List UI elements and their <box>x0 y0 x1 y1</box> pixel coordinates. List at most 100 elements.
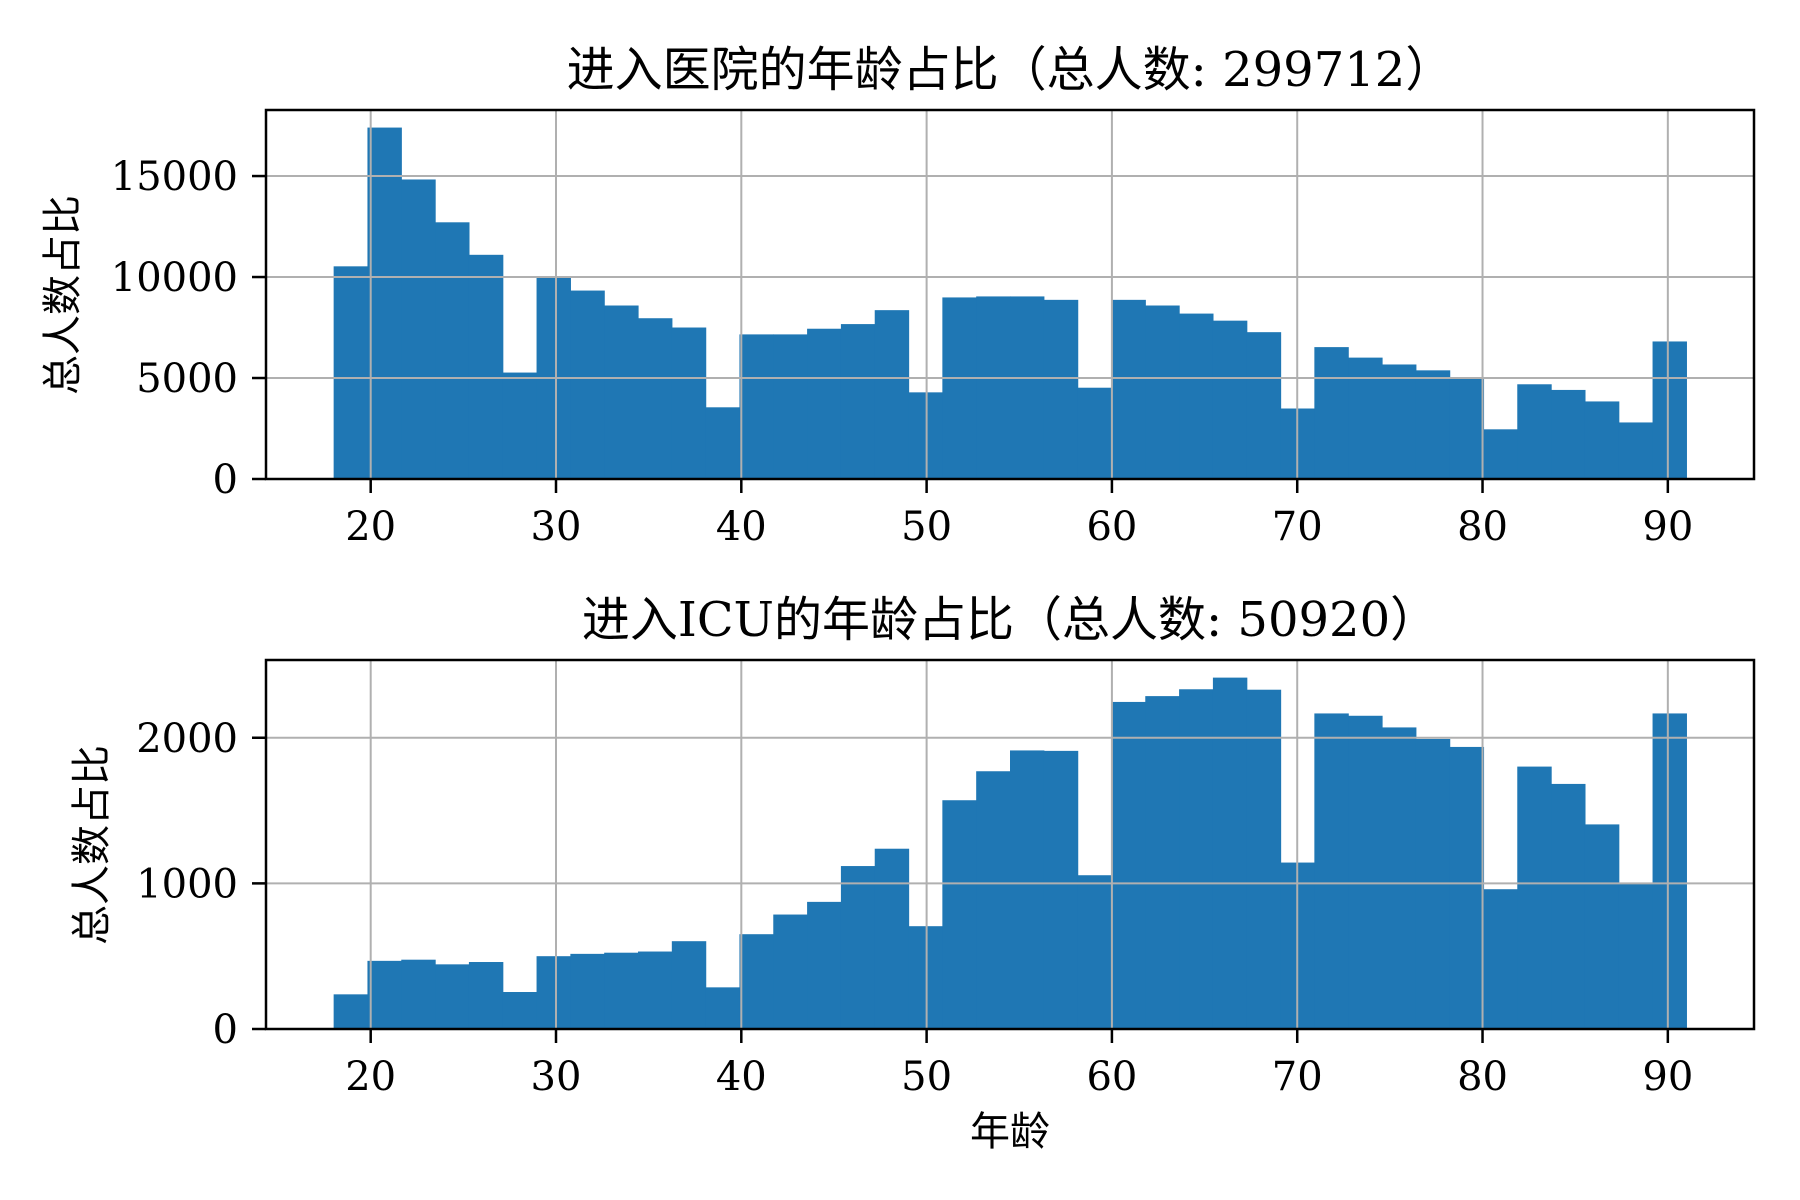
histogram-bar <box>840 324 876 479</box>
histogram-bar <box>705 987 741 1029</box>
x-tick-label: 60 <box>1086 1054 1137 1100</box>
histogram-bar <box>1584 401 1620 479</box>
histogram-bar <box>942 297 977 479</box>
x-tick-label: 20 <box>345 1054 396 1100</box>
histogram-bar <box>468 962 504 1029</box>
histogram-bar <box>1382 727 1417 1029</box>
histogram-bar <box>1043 299 1079 479</box>
histogram-bar <box>435 964 470 1029</box>
x-tick-label: 90 <box>1642 1054 1693 1100</box>
histogram-bar <box>1314 347 1349 479</box>
histogram-bar <box>604 305 639 479</box>
histogram-bar <box>1111 299 1146 479</box>
histogram-bar <box>1618 422 1654 479</box>
histogram-bar <box>468 254 504 479</box>
histogram-bar <box>1652 713 1687 1029</box>
histogram-bars <box>333 127 1687 480</box>
histogram-bar <box>570 953 605 1029</box>
histogram-bar <box>807 328 842 479</box>
histogram-bar <box>401 179 436 480</box>
x-tick-label: 40 <box>716 1054 767 1100</box>
histogram-bar <box>840 866 876 1029</box>
histogram-bar <box>1145 305 1180 479</box>
histogram-bar <box>1652 341 1687 479</box>
axes-frame <box>264 658 1756 1031</box>
axis-ticks: 20 30 40 50 60 70 80 90 0 1000 2000 <box>136 716 1693 1100</box>
y-tick-label: 5000 <box>136 356 238 402</box>
histogram-bar <box>1010 296 1045 479</box>
histogram-bar <box>1179 689 1214 1029</box>
y-tick-label: 0 <box>213 1007 238 1053</box>
histogram-bar <box>1314 713 1349 1029</box>
histogram-bar <box>502 372 538 479</box>
histogram-bar <box>874 310 910 479</box>
histogram-bar <box>807 901 842 1029</box>
histogram-bar <box>976 771 1011 1029</box>
icu-age-histogram: 20 30 40 50 60 70 80 90 0 1000 2000 进入ICU的年龄占比（总人数… <box>69 592 1756 1155</box>
histogram-bar <box>1010 750 1045 1029</box>
histogram-bar <box>739 934 774 1029</box>
histogram-bar <box>671 327 707 479</box>
histogram-bar <box>401 959 436 1029</box>
histogram-bar <box>1179 313 1214 479</box>
x-tick-label: 80 <box>1457 504 1508 550</box>
histogram-bar <box>1348 357 1383 479</box>
histogram-bar <box>1584 824 1620 1029</box>
x-tick-label: 80 <box>1457 1054 1508 1100</box>
y-tick-label: 2000 <box>136 716 238 762</box>
y-tick-label: 1000 <box>136 861 238 907</box>
histogram-bar <box>1246 689 1282 1029</box>
histogram-bar <box>1551 783 1586 1029</box>
chart-title: 进入ICU的年龄占比（总人数: 50920） <box>582 592 1438 648</box>
histogram-bar <box>874 848 910 1029</box>
histogram-bar <box>333 994 369 1029</box>
histogram-bar <box>671 941 707 1029</box>
chart-title: 进入医院的年龄占比（总人数: 299712） <box>567 42 1454 98</box>
histogram-bar <box>367 127 402 479</box>
histogram-bar <box>1517 384 1552 479</box>
histogram-bar <box>1517 766 1552 1029</box>
x-tick-label: 40 <box>716 504 767 550</box>
histogram-bar <box>502 992 538 1029</box>
histogram-bar <box>1348 715 1383 1029</box>
histogram-bar <box>570 290 605 479</box>
histogram-bar <box>367 960 402 1029</box>
x-tick-label: 70 <box>1272 1054 1323 1100</box>
y-tick-label: 0 <box>213 457 238 503</box>
histogram-bar <box>773 914 808 1029</box>
histogram-bar <box>536 956 571 1029</box>
axes-frame <box>264 108 1756 481</box>
histogram-bar <box>773 334 808 479</box>
x-tick-label: 50 <box>901 1054 952 1100</box>
histogram-bar <box>1111 701 1146 1029</box>
x-tick-label: 70 <box>1272 504 1323 550</box>
histogram-bar <box>1212 677 1248 1029</box>
histogram-bar <box>739 334 774 479</box>
histogram-bar <box>604 952 639 1029</box>
hospital-age-histogram: 20 30 40 50 60 70 80 90 0 5000 10000 15000 进入医院的年龄占… <box>40 42 1756 550</box>
histogram-bars <box>333 677 1687 1029</box>
histogram-bar <box>1483 889 1518 1029</box>
histogram-bar <box>942 800 977 1029</box>
x-tick-label: 60 <box>1086 504 1137 550</box>
histogram-bar <box>705 407 741 479</box>
histogram-bar <box>1077 875 1113 1029</box>
histogram-bar <box>1618 883 1654 1029</box>
histogram-bar <box>1382 364 1417 479</box>
histogram-bar <box>1246 332 1282 479</box>
histogram-bar <box>1043 750 1079 1029</box>
x-tick-label: 90 <box>1642 504 1693 550</box>
histogram-bar <box>1483 429 1518 479</box>
histogram-bar <box>1212 320 1248 479</box>
x-tick-label: 50 <box>901 504 952 550</box>
histogram-bar <box>976 296 1011 479</box>
x-tick-label: 30 <box>531 1054 582 1100</box>
histogram-bar <box>1449 746 1485 1029</box>
histogram-bar <box>638 951 673 1029</box>
histogram-bar <box>638 318 673 479</box>
histogram-bar <box>435 222 470 480</box>
y-axis-label: 总人数占比 <box>69 745 115 945</box>
x-tick-label: 20 <box>345 504 396 550</box>
y-tick-label: 15000 <box>111 154 238 200</box>
